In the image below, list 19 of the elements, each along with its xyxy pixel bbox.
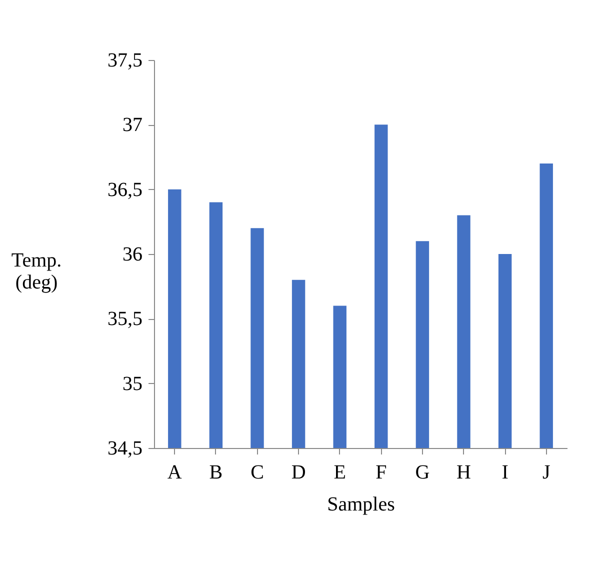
y-axis-title: Temp. (deg) [11,250,62,294]
x-tick-label: E [334,462,346,484]
y-tick-label: 35,5 [108,308,142,330]
x-axis-title: Samples [327,494,396,516]
x-tick-label: F [376,462,387,484]
y-tick-label: 35 [122,372,142,395]
x-tick-label: A [167,462,182,484]
x-tick-label: D [291,462,306,484]
x-tick-label: I [502,462,508,484]
y-tick-label: 37,5 [108,50,142,72]
y-tick-label: 36,5 [108,178,142,201]
y-tick-label: 36 [122,244,142,266]
y-tick-label: 34,5 [108,438,142,460]
x-tick-label: G [415,462,430,484]
x-tick-label: B [209,462,223,484]
x-tick-label: C [250,462,264,484]
x-tick-label: H [456,462,471,484]
x-tick-label: J [542,462,550,484]
y-tick-label: 37 [122,114,142,136]
